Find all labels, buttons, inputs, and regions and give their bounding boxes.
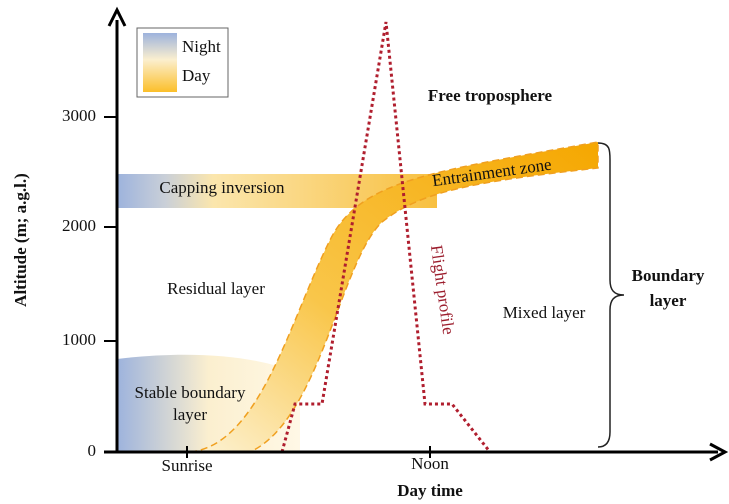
stable-layer-label: layer xyxy=(173,405,207,424)
y-axis-label: Altitude (m; a.g.l.) xyxy=(11,173,30,307)
entrainment-zone-label: Entrainment zone xyxy=(431,155,553,191)
y-axis-arrow xyxy=(107,6,127,27)
boundary-layer-label: Boundary xyxy=(632,266,705,285)
capping-inversion-label: Capping inversion xyxy=(159,178,285,197)
y-tick-label: 1000 xyxy=(62,330,96,349)
legend-label: Day xyxy=(182,66,211,85)
flight-profile-label: Flight profile xyxy=(427,244,458,336)
legend-label: Night xyxy=(182,37,221,56)
growing-layer-band xyxy=(189,141,599,453)
residual-layer-label: Residual layer xyxy=(167,279,265,298)
boundary-layer-brace xyxy=(597,142,625,448)
x-tick-label: Noon xyxy=(411,454,449,473)
legend-gradient xyxy=(143,33,177,92)
flight-profile-line xyxy=(280,21,492,453)
x-axis-label: Day time xyxy=(397,481,463,500)
mixed-layer-label: Mixed layer xyxy=(503,303,586,322)
stable-layer-label: Stable boundary xyxy=(135,383,246,402)
free-troposphere-label: Free troposphere xyxy=(428,86,553,105)
x-tick-label: Sunrise xyxy=(162,456,213,475)
boundary-layer-label: layer xyxy=(650,291,687,310)
x-axis-arrow xyxy=(709,442,729,462)
y-tick-label: 2000 xyxy=(62,216,96,235)
y-tick-label: 3000 xyxy=(62,106,96,125)
y-tick-label: 0 xyxy=(88,441,97,460)
